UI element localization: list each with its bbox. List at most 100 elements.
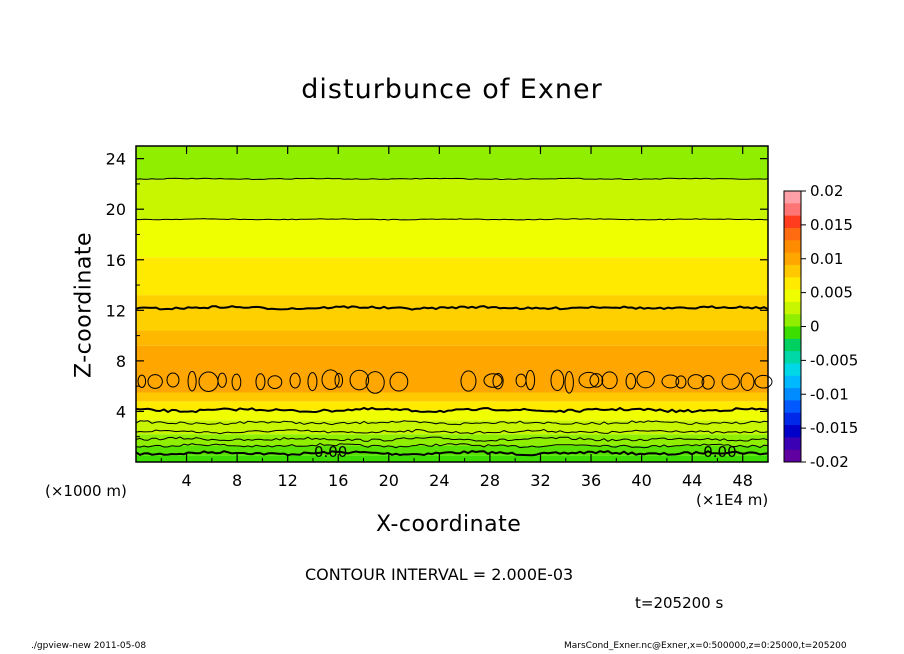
closed-contour-6 [231, 373, 242, 391]
band-13 [136, 146, 768, 179]
z-unit-label: (×1000 m) [45, 482, 127, 500]
band-9 [136, 295, 768, 331]
colorbar-label-2: 0.01 [810, 250, 843, 268]
x-tick-label-4: 20 [379, 471, 399, 490]
colorbar-label-5: -0.005 [810, 351, 858, 369]
closed-contour-13 [349, 369, 370, 391]
colorbar: 0.02 0.015 0.01 0.005 0 -0.005 -0.01 -0.015 -0.0… [783, 182, 858, 471]
colorbar-swatch-5 [784, 252, 801, 266]
band-5 [136, 401, 768, 411]
y-tick-label-4: 20 [106, 200, 126, 219]
colorbar-swatch-15 [784, 375, 801, 389]
closed-contour-1 [147, 374, 163, 389]
x-tick-label-8: 36 [581, 471, 601, 490]
colorbar-label-6: -0.01 [810, 385, 849, 403]
zero-label-0: 0.00 [314, 443, 347, 461]
colorbar-swatch-20 [784, 437, 801, 451]
footer-left: ./gpview-new 2011-05-08 [31, 641, 147, 651]
closed-contour-30 [687, 374, 705, 390]
colorbar-swatch-18 [784, 412, 801, 426]
closed-contour-20 [525, 369, 536, 391]
closed-contour-2 [166, 372, 180, 388]
plot-frame [135, 145, 769, 463]
y-tick-label-1: 8 [116, 352, 126, 371]
colorbar-label-7: -0.015 [810, 419, 858, 437]
colorbar-swatch-4 [784, 240, 801, 254]
time-stamp: t=205200 s [635, 594, 724, 612]
band-8 [136, 330, 768, 346]
colorbar-swatch-9 [784, 301, 801, 315]
closed-contour-22 [564, 370, 574, 394]
y-tick-label-2: 12 [106, 301, 126, 320]
colorbar-label-1: 0.015 [810, 216, 853, 234]
closed-contour-24 [589, 373, 604, 388]
x-tick-label-3: 16 [328, 471, 348, 490]
contour-line-7 [135, 218, 768, 221]
y-axis-ticks: 4 8 12 16 20 24 [106, 150, 768, 438]
closed-contour-28 [661, 374, 680, 389]
closed-contour-0 [137, 374, 147, 388]
closed-contour-17 [483, 373, 503, 388]
x-tick-label-9: 40 [631, 471, 651, 490]
closed-contour-15 [389, 371, 409, 392]
closed-contour-16 [460, 370, 477, 392]
zero-contour-labels: 0.00 0.00 [314, 443, 737, 461]
closed-contour-29 [675, 375, 687, 389]
band-4 [136, 410, 768, 421]
colorbar-swatch-1 [784, 203, 801, 217]
contour-lines [135, 177, 769, 457]
colorbar-swatch-11 [784, 326, 801, 340]
x-axis-ticks: 4 8 12 16 20 24 28 32 36 40 44 48 [160, 146, 753, 490]
contour-line-2 [135, 436, 769, 442]
closed-contour-34 [754, 374, 773, 389]
y-tick-label-5: 24 [106, 150, 126, 169]
chart-title: disturbunce of Exner [301, 74, 603, 105]
y-tick-label-3: 16 [106, 251, 126, 270]
closed-contour-33 [740, 372, 755, 391]
closed-contours [137, 369, 773, 394]
closed-contour-32 [721, 373, 740, 390]
closed-contour-5 [217, 372, 227, 388]
colorbar-swatch-13 [784, 351, 801, 364]
band-12 [136, 178, 768, 220]
colorbar-swatch-7 [784, 277, 801, 291]
closed-contour-14 [365, 371, 385, 394]
closed-contour-27 [636, 370, 655, 389]
color-bands [136, 146, 768, 462]
colorbar-swatch-10 [784, 314, 801, 327]
x-tick-label-1: 8 [232, 471, 242, 490]
contour-line-1 [135, 442, 769, 449]
colorbar-swatch-8 [784, 289, 801, 303]
band-0 [136, 455, 768, 462]
colorbar-label-0: 0.02 [810, 182, 843, 200]
x-tick-label-7: 32 [530, 471, 550, 490]
colorbar-label-4: 0 [810, 318, 820, 336]
colorbar-swatch-17 [784, 400, 801, 414]
x-tick-label-0: 4 [181, 471, 191, 490]
closed-contour-31 [701, 374, 715, 390]
colorbar-swatch-3 [784, 227, 801, 241]
colorbar-label-3: 0.005 [810, 284, 853, 302]
colorbar-swatch-14 [784, 363, 801, 377]
colorbar-swatch-19 [784, 425, 801, 438]
closed-contour-7 [255, 373, 266, 391]
contour-interval-text: CONTOUR INTERVAL = 2.000E-03 [305, 565, 574, 584]
x-tick-label-11: 48 [733, 471, 753, 490]
closed-contour-11 [321, 369, 340, 391]
y-tick-label-0: 4 [116, 402, 126, 421]
x-axis-label: X-coordinate [376, 512, 522, 537]
x-tick-label-6: 28 [480, 471, 500, 490]
closed-contour-12 [334, 372, 344, 388]
x-tick-label-2: 12 [278, 471, 298, 490]
footer-right: MarsCond_Exner.nc@Exner,x=0:500000,z=0:2… [564, 641, 847, 651]
closed-contour-25 [601, 371, 618, 390]
closed-contour-23 [578, 371, 600, 389]
band-11 [136, 219, 768, 258]
zero-label-1: 0.00 [703, 443, 736, 461]
band-1 [136, 445, 768, 456]
closed-contour-10 [307, 372, 318, 392]
contour-line-6 [135, 305, 769, 311]
contour-line-4 [135, 420, 769, 426]
closed-contour-3 [187, 370, 197, 392]
